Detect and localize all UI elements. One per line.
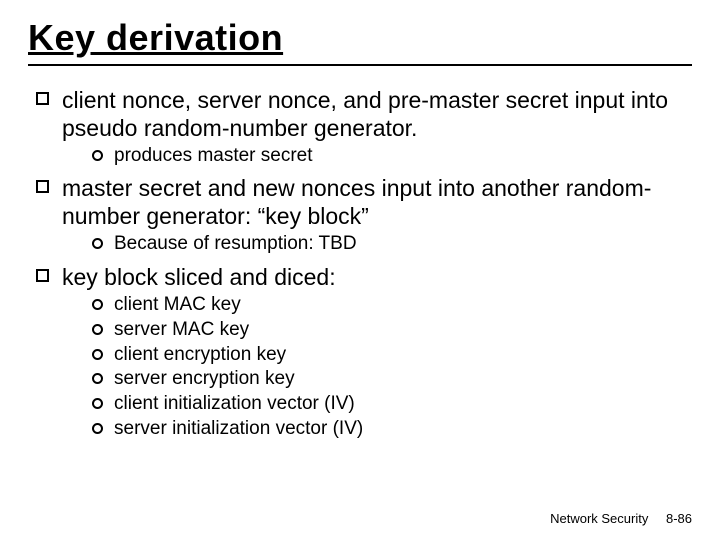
bullet-item: client nonce, server nonce, and pre-mast… — [34, 86, 692, 169]
bullet-text: master secret and new nonces input into … — [62, 175, 651, 229]
sub-bullet-text: server initialization vector (IV) — [114, 418, 363, 439]
bullet-text: client nonce, server nonce, and pre-mast… — [62, 87, 668, 141]
bullet-list: client nonce, server nonce, and pre-mast… — [28, 86, 692, 442]
sub-bullet-list: Because of resumption: TBD — [62, 232, 692, 257]
sub-bullet-text: client initialization vector (IV) — [114, 393, 355, 414]
footer-page-number: 8-86 — [666, 511, 692, 526]
sub-bullet-item: client initialization vector (IV) — [90, 392, 692, 417]
bullet-item: master secret and new nonces input into … — [34, 174, 692, 257]
title-underline-rule — [28, 64, 692, 66]
sub-bullet-text: Because of resumption: TBD — [114, 233, 357, 254]
sub-bullet-text: produces master secret — [114, 145, 313, 166]
sub-bullet-text: client encryption key — [114, 344, 286, 365]
sub-bullet-text: server MAC key — [114, 319, 249, 340]
slide-title: Key derivation — [28, 18, 692, 58]
sub-bullet-item: server initialization vector (IV) — [90, 417, 692, 442]
sub-bullet-item: server encryption key — [90, 367, 692, 392]
sub-bullet-item: client MAC key — [90, 293, 692, 318]
sub-bullet-item: client encryption key — [90, 343, 692, 368]
footer-section: Network Security — [550, 511, 648, 526]
sub-bullet-text: client MAC key — [114, 294, 241, 315]
slide: Key derivation client nonce, server nonc… — [0, 0, 720, 540]
sub-bullet-text: server encryption key — [114, 368, 295, 389]
sub-bullet-item: produces master secret — [90, 144, 692, 169]
sub-bullet-item: server MAC key — [90, 318, 692, 343]
sub-bullet-list: client MAC key server MAC key client enc… — [62, 293, 692, 441]
bullet-text: key block sliced and diced: — [62, 264, 336, 290]
bullet-item: key block sliced and diced: client MAC k… — [34, 263, 692, 441]
sub-bullet-list: produces master secret — [62, 144, 692, 169]
sub-bullet-item: Because of resumption: TBD — [90, 232, 692, 257]
slide-footer: Network Security 8-86 — [550, 511, 692, 526]
